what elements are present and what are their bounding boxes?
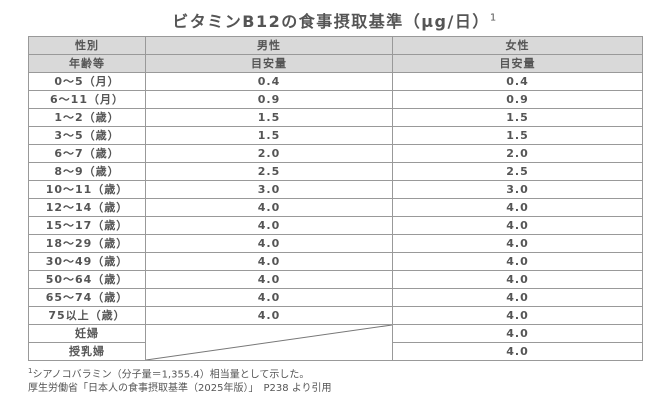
title: ビタミンB12の食事摂取基準（μg/日） [172, 12, 490, 31]
table-row: 10～11（歳） 3.0 3.0 [28, 180, 643, 199]
table-row: 15～17（歳） 4.0 4.0 [28, 216, 643, 235]
female-cell: 4.0 [392, 198, 643, 217]
header-cell: 男性 [145, 36, 393, 55]
table-row: 18～29（歳） 4.0 4.0 [28, 234, 643, 253]
female-cell: 1.5 [392, 108, 643, 127]
header-cell: 年齢等 [28, 54, 146, 73]
age-cell: 3～5（歳） [28, 126, 146, 145]
table-row: 6～7（歳） 2.0 2.0 [28, 144, 643, 163]
header-row: 年齢等 目安量 目安量 [28, 54, 643, 73]
age-cell: 15～17（歳） [28, 216, 146, 235]
age-cell: 8～9（歳） [28, 162, 146, 181]
female-cell: 4.0 [392, 234, 643, 253]
female-cell: 4.0 [392, 270, 643, 289]
header-cell: 性別 [28, 36, 146, 55]
female-cell: 4.0 [392, 342, 643, 361]
header-row: 性別 男性 女性 [28, 36, 643, 55]
blank-cell [145, 324, 393, 361]
female-cell: 4.0 [392, 306, 643, 325]
male-cell: 2.5 [145, 162, 393, 181]
female-cell: 2.0 [392, 144, 643, 163]
table-row: 0～5（月） 0.4 0.4 [28, 72, 643, 91]
age-cell: 30～49（歳） [28, 252, 146, 271]
header-cell: 目安量 [392, 54, 643, 73]
female-cell: 3.0 [392, 180, 643, 199]
age-cell: 6～11（月） [28, 90, 146, 109]
table-body: 性別 男性 女性 年齢等 目安量 目安量 0～5（月） 0.4 0.4 6～11（月）… [28, 36, 643, 361]
female-cell: 1.5 [392, 126, 643, 145]
age-cell: 12～14（歳） [28, 198, 146, 217]
title-note-mark: 1 [489, 12, 498, 24]
male-cell: 0.4 [145, 72, 393, 91]
table-row: 50～64（歳） 4.0 4.0 [28, 270, 643, 289]
table-row: 3～5（歳） 1.5 1.5 [28, 126, 643, 145]
table-row: 12～14（歳） 4.0 4.0 [28, 198, 643, 217]
footnote-text: シアノコバラミン（分子量＝1,355.4）相当量として示した。 [32, 369, 310, 381]
age-cell: 0～5（月） [28, 72, 146, 91]
male-cell: 2.0 [145, 144, 393, 163]
intake-table: 性別 男性 女性 年齢等 目安量 目安量 0～5（月） 0.4 0.4 6～11（月）… [28, 36, 643, 361]
diagonal [146, 325, 392, 360]
age-cell: 50～64（歳） [28, 270, 146, 289]
age-cell: 6～7（歳） [28, 144, 146, 163]
notes: 1シアノコバラミン（分子量＝1,355.4）相当量として示した。 厚生労働省「日… [28, 364, 332, 396]
age-cell: 1～2（歳） [28, 108, 146, 127]
age-cell: 75以上（歳） [28, 306, 146, 325]
age-cell: 18～29（歳） [28, 234, 146, 253]
footnote-mark: 1 [28, 367, 33, 375]
male-cell: 4.0 [145, 252, 393, 271]
male-cell: 4.0 [145, 288, 393, 307]
male-cell: 4.0 [145, 198, 393, 217]
table-row: 妊婦 4.0 [28, 324, 643, 361]
male-cell: 1.5 [145, 108, 393, 127]
age-cell: 妊婦 [28, 324, 146, 343]
table-row: 1～2（歳） 1.5 1.5 [28, 108, 643, 127]
male-cell: 4.0 [145, 234, 393, 253]
table-row: 75以上（歳） 4.0 4.0 [28, 306, 643, 325]
male-cell: 3.0 [145, 180, 393, 199]
header-cell: 女性 [392, 36, 643, 55]
table-row: 8～9（歳） 2.5 2.5 [28, 162, 643, 181]
female-cell: 2.5 [392, 162, 643, 181]
female-cell: 4.0 [392, 216, 643, 235]
table-row: 65～74（歳） 4.0 4.0 [28, 288, 643, 307]
age-cell: 授乳婦 [28, 342, 146, 361]
male-cell: 0.9 [145, 90, 393, 109]
source: 厚生労働省「日本人の食事摂取基準（2025年版）」 P238 より引用 [28, 383, 332, 395]
female-cell: 0.9 [392, 90, 643, 109]
age-cell: 65～74（歳） [28, 288, 146, 307]
header-cell: 目安量 [145, 54, 393, 73]
male-cell: 4.0 [145, 306, 393, 325]
table-row: 授乳婦 4.0 [28, 342, 643, 361]
female-cell: 4.0 [392, 288, 643, 307]
table-row: 30～49（歳） 4.0 4.0 [28, 252, 643, 271]
title-block: ビタミンB12の食事摂取基準（μg/日）1 [0, 8, 670, 32]
footnote: 1シアノコバラミン（分子量＝1,355.4）相当量として示した。 [28, 364, 332, 382]
age-cell: 10～11（歳） [28, 180, 146, 199]
female-cell: 4.0 [392, 324, 643, 343]
table-row: 6～11（月） 0.9 0.9 [28, 90, 643, 109]
female-cell: 4.0 [392, 252, 643, 271]
male-cell: 1.5 [145, 126, 393, 145]
male-cell: 4.0 [145, 270, 393, 289]
male-cell: 4.0 [145, 216, 393, 235]
female-cell: 0.4 [392, 72, 643, 91]
